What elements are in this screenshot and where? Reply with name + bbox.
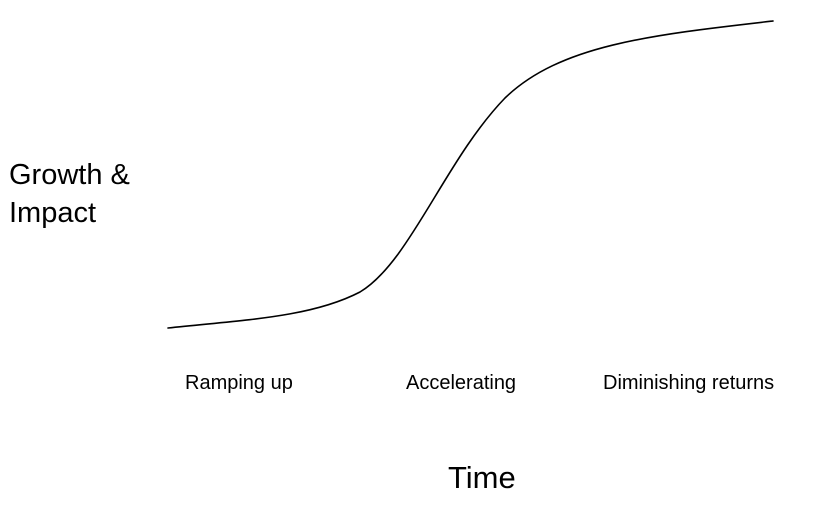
stage-label-diminishing-returns: Diminishing returns xyxy=(603,372,775,394)
stage-label-ramping-up: Ramping up xyxy=(185,372,293,394)
y-axis-label-line-1: Growth & xyxy=(9,159,130,191)
growth-s-curve xyxy=(167,20,774,329)
y-axis-label-line-2: Impact xyxy=(9,197,97,229)
x-axis-label: Time xyxy=(448,460,516,495)
stage-label-accelerating: Accelerating xyxy=(406,372,517,394)
y-axis-label: Growth & Impact xyxy=(9,156,130,232)
